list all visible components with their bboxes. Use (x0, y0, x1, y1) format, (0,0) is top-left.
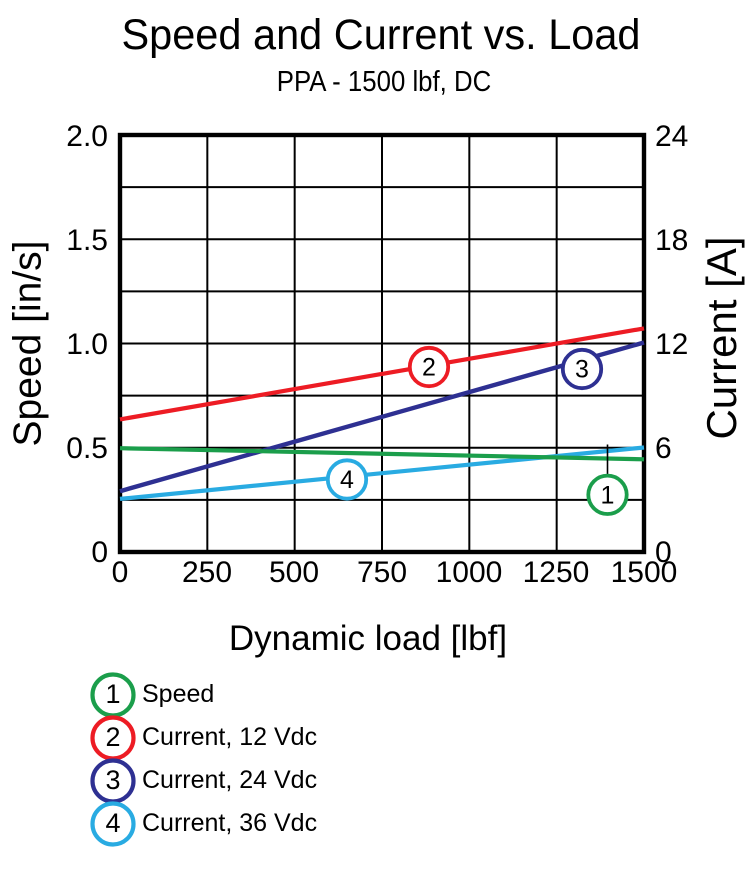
svg-text:4: 4 (105, 808, 120, 838)
svg-text:2: 2 (105, 722, 120, 752)
svg-text:3: 3 (105, 765, 120, 795)
svg-text:1: 1 (105, 679, 120, 709)
